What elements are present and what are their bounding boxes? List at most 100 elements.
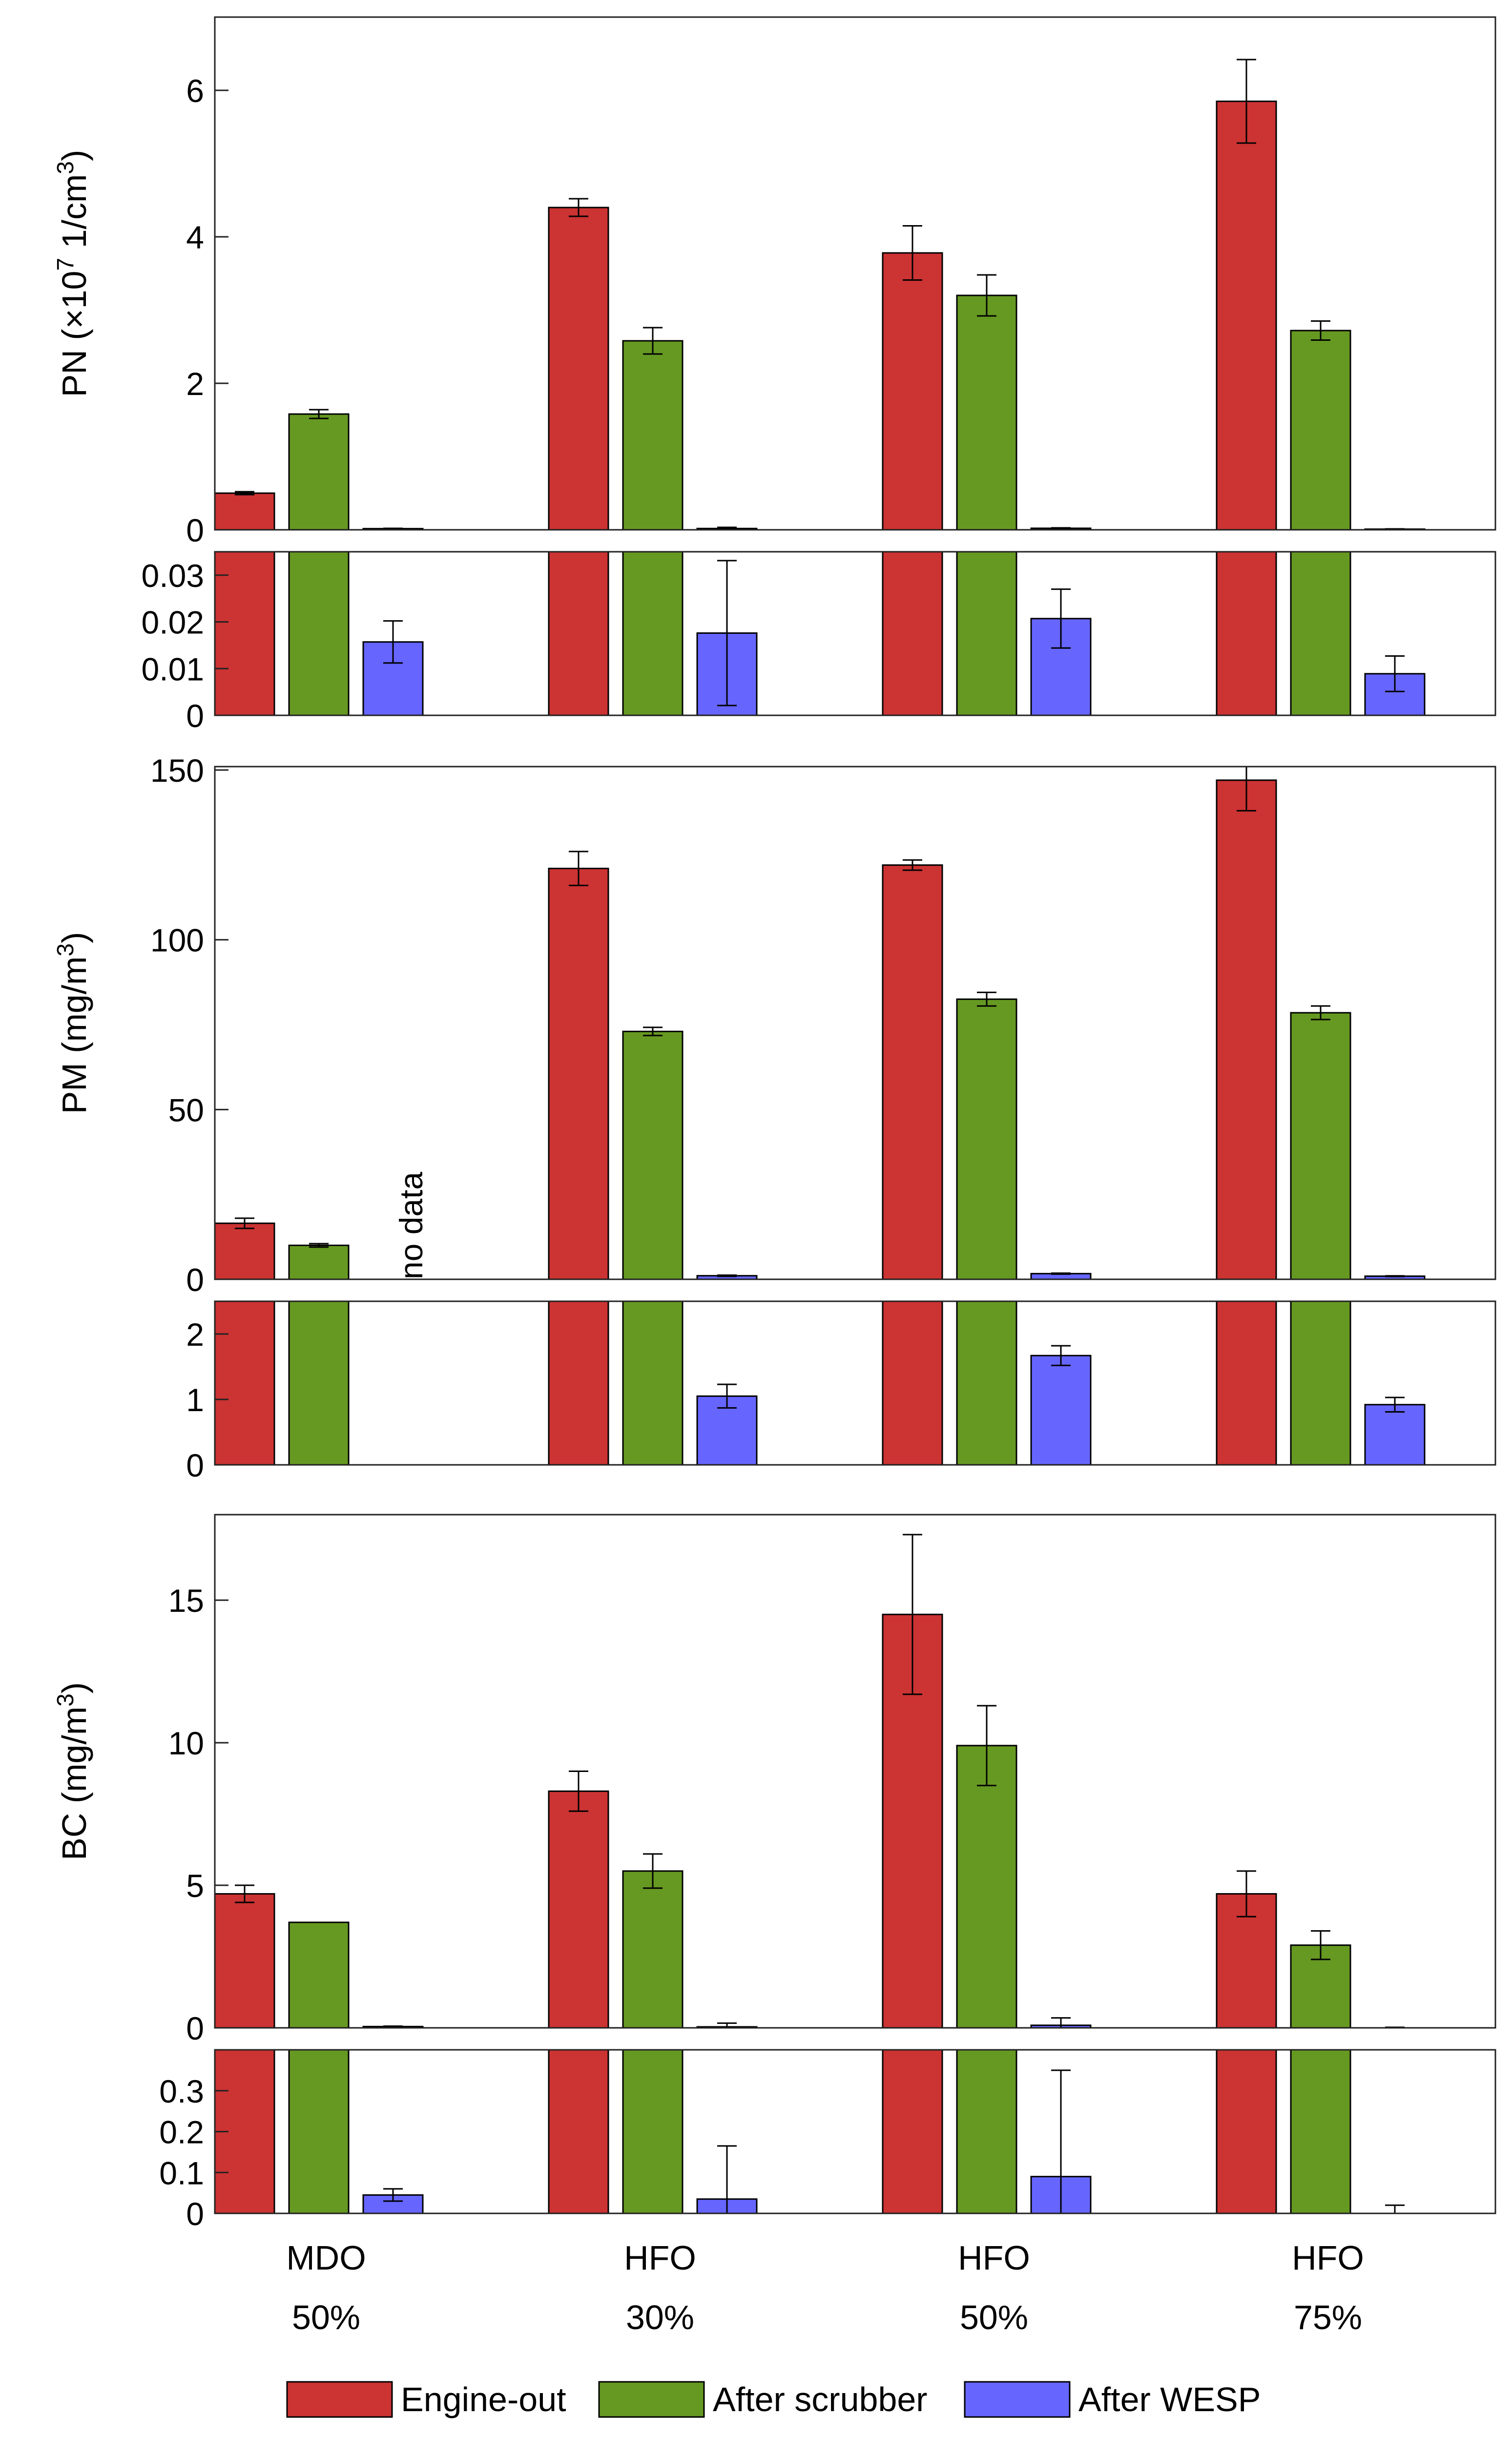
y-tick-label: 2 [186, 366, 204, 402]
error-bar-after-scrubber-3 [977, 1705, 996, 1787]
bar-after-wesp-3 [1030, 1354, 1092, 1465]
legend-label: After WESP [1078, 2380, 1261, 2418]
panel-3: 0 50 100 150 PM (mg/m3) no data [53, 752, 1496, 1298]
error-bar-after-wesp-1 [383, 527, 403, 530]
error-bar-after-wesp-3 [1051, 1272, 1071, 1275]
legend-swatch [286, 2381, 393, 2418]
bar-after-scrubber-4 [1290, 330, 1351, 530]
y-axis-label: BC (mg/m3) [53, 1682, 94, 1860]
x-category-load: 75% [1294, 2298, 1362, 2336]
error-bar-engine-out-3 [903, 225, 922, 281]
bar-after-scrubber-1 [288, 1301, 350, 1465]
x-category-load: 30% [626, 2298, 694, 2336]
y-tick-label: 0.1 [159, 2155, 204, 2191]
error-bar-after-scrubber-1 [309, 1243, 329, 1248]
x-axis-category-labels: MDO 50% HFO 30% HFO 50% HFO 75% [286, 2239, 1364, 2336]
error-bar-after-wesp-1 [383, 2188, 403, 2202]
bar-engine-out-4 [1216, 101, 1277, 530]
bar-after-scrubber-2 [622, 2050, 684, 2213]
error-bar-after-wesp-1 [383, 620, 403, 664]
y-tick-label: 0 [186, 2196, 204, 2232]
y-tick-label: 0.01 [142, 651, 204, 687]
axes-box [214, 766, 1496, 1280]
error-bar-engine-out-1 [235, 491, 254, 496]
legend-label: After scrubber [713, 2380, 928, 2418]
error-bar-after-wesp-3 [1051, 588, 1071, 649]
bar-after-scrubber-1 [288, 413, 350, 530]
error-bar-engine-out-3 [903, 859, 922, 871]
bar-after-scrubber-3 [956, 1301, 1017, 1465]
y-tick-label: 0.3 [159, 2073, 204, 2109]
bar-after-scrubber-4 [1290, 1301, 1351, 1465]
error-bar-after-wesp-1 [383, 2025, 403, 2028]
y-tick-label: 0.03 [142, 558, 204, 594]
y-tick-label: 5 [186, 1868, 204, 1904]
bar-engine-out-1 [215, 552, 275, 715]
error-bar-engine-out-1 [235, 1884, 254, 1903]
bar-engine-out-2 [548, 552, 609, 715]
error-bar-after-wesp-3 [1051, 527, 1071, 530]
y-tick-label: 0.2 [159, 2114, 204, 2150]
axes-box [214, 1300, 1496, 1466]
legend-swatch [598, 2381, 705, 2418]
plot-area [215, 552, 1426, 715]
bar-engine-out-1 [215, 1222, 275, 1279]
panel-6: 0 0.1 0.2 0.3 [159, 2049, 1496, 2232]
plot-area [215, 2050, 1405, 2213]
error-bar-engine-out-3 [903, 1534, 922, 1695]
bar-after-scrubber-4 [1290, 552, 1351, 715]
error-bar-engine-out-2 [569, 198, 588, 217]
bar-engine-out-1 [215, 1301, 275, 1465]
bar-engine-out-3 [882, 1301, 943, 1465]
error-bar-after-scrubber-2 [643, 1026, 663, 1037]
bar-engine-out-2 [548, 1301, 609, 1465]
x-category-load: 50% [292, 2298, 360, 2336]
y-tick-label: 0 [186, 698, 204, 734]
no-data-annotation: no data [393, 1172, 429, 1279]
bar-engine-out-4 [1216, 552, 1277, 715]
bar-after-wesp-4 [1364, 1404, 1426, 1465]
bar-after-scrubber-1 [288, 1921, 350, 2028]
error-bar-engine-out-4 [1237, 59, 1256, 144]
error-bar-after-scrubber-4 [1311, 1005, 1330, 1021]
error-bar-after-scrubber-3 [977, 274, 996, 317]
bar-engine-out-2 [548, 2050, 609, 2213]
bar-after-scrubber-1 [288, 552, 350, 715]
y-axis-label: PM (mg/m3) [53, 932, 94, 1114]
error-bar-after-wesp-4 [1385, 655, 1405, 692]
bar-after-scrubber-1 [288, 2050, 350, 2213]
error-bar-after-wesp-3 [1051, 2069, 1071, 2213]
error-bar-after-wesp-2 [717, 1383, 737, 1409]
error-bar-engine-out-4 [1237, 1870, 1256, 1917]
error-bar-engine-out-1 [235, 1217, 254, 1229]
x-category-fuel: HFO [1292, 2239, 1364, 2277]
bar-engine-out-1 [215, 1893, 275, 2028]
plot-area [215, 1301, 1426, 1465]
y-tick-label: 10 [168, 1725, 204, 1761]
error-bar-engine-out-4 [1237, 767, 1256, 812]
y-tick-label: 100 [150, 922, 204, 959]
axes-box [214, 551, 1496, 716]
bar-engine-out-2 [548, 207, 609, 530]
y-tick-label: 0 [186, 1447, 204, 1483]
bar-after-scrubber-4 [1290, 2050, 1351, 2213]
bar-after-scrubber-4 [1290, 1012, 1351, 1279]
x-category-fuel: HFO [624, 2239, 696, 2277]
error-bar-after-wesp-2 [717, 2022, 737, 2028]
bar-after-scrubber-2 [622, 1870, 684, 2028]
panel-2: 0 0.01 0.02 0.03 [142, 551, 1496, 734]
bar-engine-out-4 [1216, 2050, 1277, 2213]
bar-after-wesp-4 [1364, 673, 1426, 715]
legend-engine-out: Engine-out [286, 2380, 566, 2418]
bar-after-scrubber-3 [956, 2050, 1017, 2213]
chart-legend: Engine-out After scrubber After WESP [286, 2380, 1261, 2418]
y-tick-label: 0 [186, 2010, 204, 2046]
y-tick-label: 15 [168, 1583, 204, 1619]
error-bar-after-wesp-2 [717, 560, 737, 707]
bar-after-scrubber-3 [956, 294, 1017, 530]
error-bar-after-wesp-2 [717, 2145, 737, 2213]
y-tick-label: 150 [150, 752, 204, 789]
x-category-fuel: MDO [286, 2239, 366, 2277]
y-tick-label: 4 [186, 219, 204, 255]
